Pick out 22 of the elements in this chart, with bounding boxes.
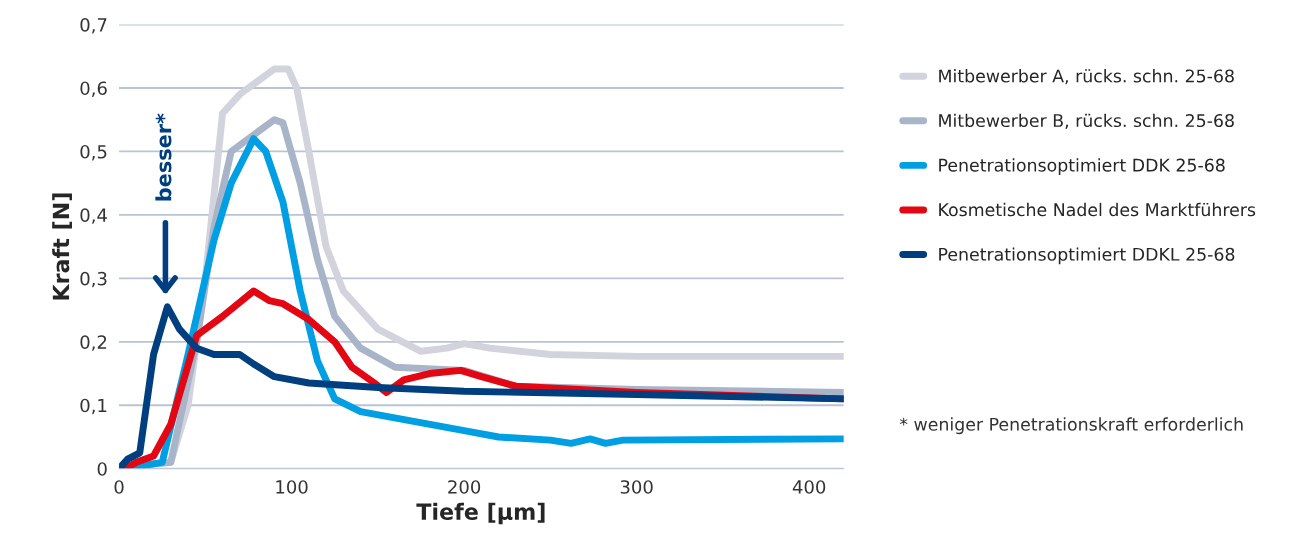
y-tick-label: 0 [97,462,107,476]
legend-label: Mitbewerber B, rücks. schn. 25-68 [939,113,1234,129]
y-tick-label: 0,2 [80,335,107,351]
x-tick-label: 400 [792,480,826,494]
annotation: besser* [155,113,172,201]
x-tick-label: 200 [448,480,481,494]
y-tick-label: 0,1 [80,398,107,415]
y-tick-label: 0,7 [80,17,107,34]
x-tick-label: 300 [620,480,653,494]
x-axis-title: Tiefe [µm] [416,502,545,525]
y-tick-label: 0,5 [80,144,107,161]
x-tick-label: 0 [114,480,124,494]
legend-label: Mitbewerber A, rücks. schn. 25-68 [939,69,1234,85]
legend-label: Penetrationsoptimiert DDK 25-68 [939,158,1225,176]
y-tick-label: 0,3 [80,271,107,288]
y-axis-title: Kraft [N] [52,193,72,300]
y-tick-label: 0,4 [80,208,107,224]
legend-label: Kosmetische Nadel des Marktführers [939,202,1256,217]
text: * weniger Penetrationskraft erforderlich [899,417,1243,435]
legend-label: Penetrationsoptimiert DDKL 25-68 [939,247,1235,265]
y-tick-label: 0,6 [80,81,107,97]
x-tick-label: 100 [276,480,308,494]
